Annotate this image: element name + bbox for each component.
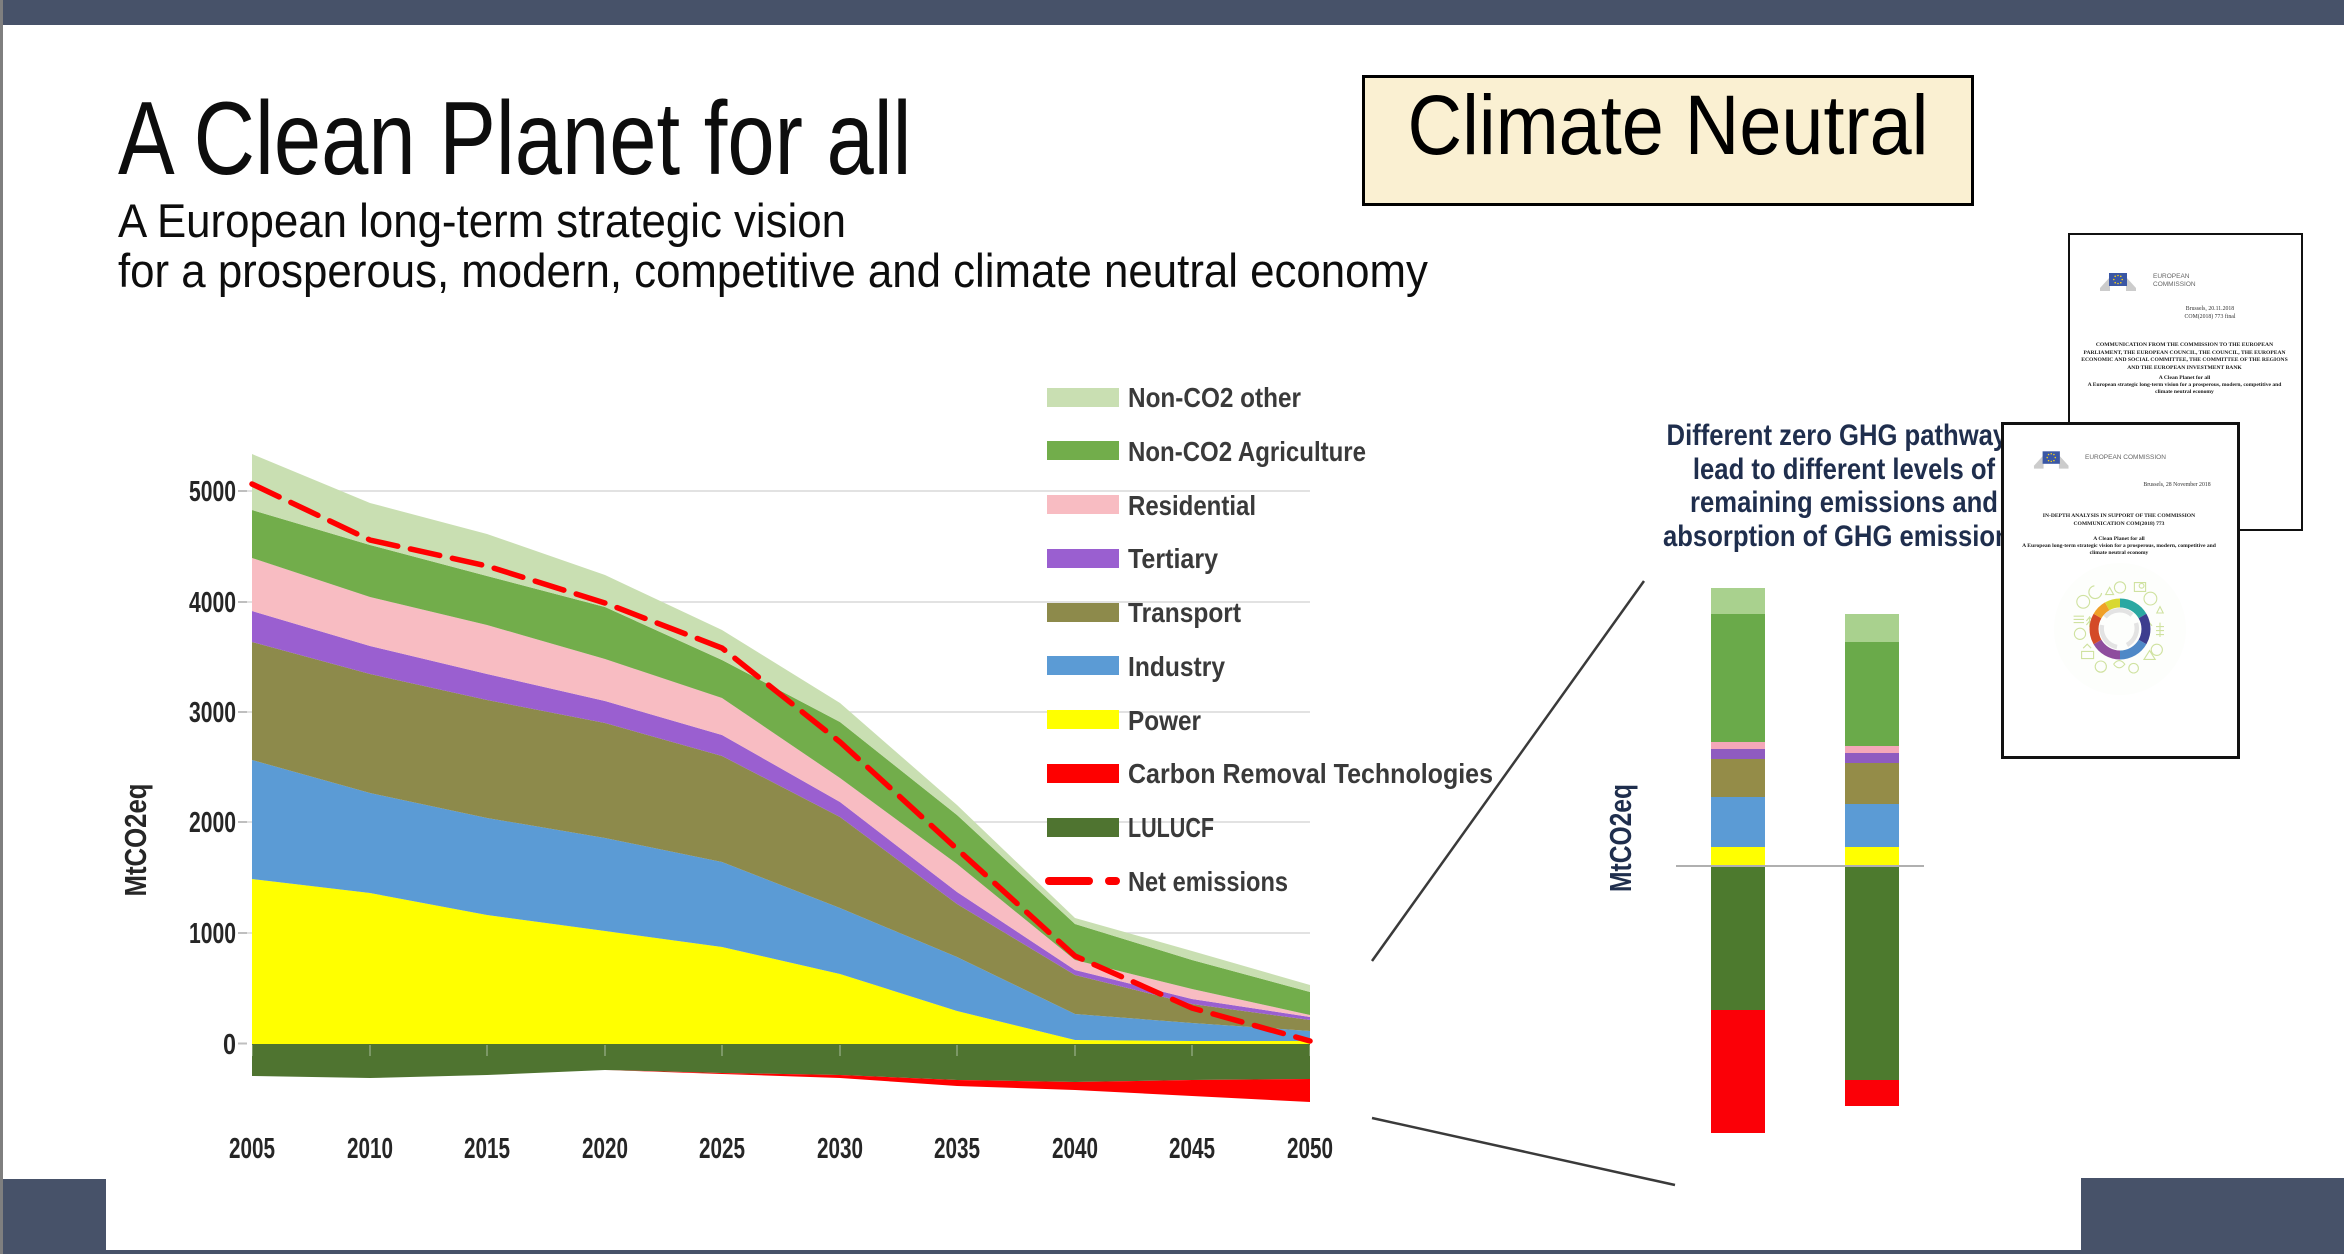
svg-text:Industry: Industry xyxy=(1128,651,1225,682)
svg-text:Carbon Removal Technologies: Carbon Removal Technologies xyxy=(1128,758,1493,789)
svg-text:2025: 2025 xyxy=(699,1133,745,1165)
svg-text:Non-CO2 Agriculture: Non-CO2 Agriculture xyxy=(1128,436,1366,467)
svg-text:Tertiary: Tertiary xyxy=(1128,543,1218,574)
svg-text:2040: 2040 xyxy=(1052,1133,1098,1165)
svg-text:2030: 2030 xyxy=(817,1133,863,1165)
svg-text:2000: 2000 xyxy=(189,807,236,839)
svg-text:3000: 3000 xyxy=(189,697,236,729)
svg-text:MtCO2eq: MtCO2eq xyxy=(118,784,153,897)
svg-text:LULUCF: LULUCF xyxy=(1128,812,1214,843)
svg-text:2020: 2020 xyxy=(582,1133,628,1165)
svg-text:2005: 2005 xyxy=(229,1133,275,1165)
svg-text:Power: Power xyxy=(1128,705,1201,736)
svg-text:1000: 1000 xyxy=(189,918,236,950)
svg-text:0: 0 xyxy=(223,1029,236,1061)
svg-text:2045: 2045 xyxy=(1169,1133,1215,1165)
svg-text:5000: 5000 xyxy=(189,476,236,508)
svg-text:Net emissions: Net emissions xyxy=(1128,866,1288,897)
svg-text:Transport: Transport xyxy=(1128,597,1241,628)
svg-text:MtCO2eq: MtCO2eq xyxy=(1603,784,1638,892)
svg-text:4000: 4000 xyxy=(189,587,236,619)
svg-text:Residential: Residential xyxy=(1128,490,1256,521)
svg-text:2010: 2010 xyxy=(347,1133,393,1165)
svg-text:2015: 2015 xyxy=(464,1133,510,1165)
svg-text:2035: 2035 xyxy=(934,1133,980,1165)
svg-text:Non-CO2 other: Non-CO2 other xyxy=(1128,382,1301,413)
svg-text:2050: 2050 xyxy=(1287,1133,1333,1165)
